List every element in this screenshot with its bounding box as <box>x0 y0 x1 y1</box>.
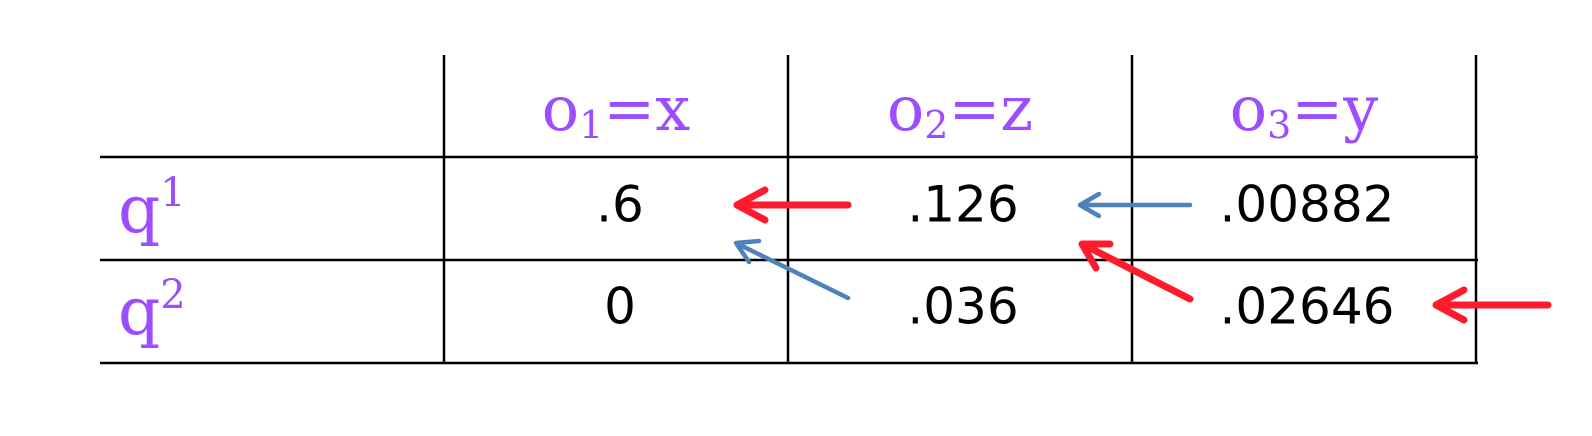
arrow-red-end-to-q2o3 <box>1432 286 1552 324</box>
column-header-base: o <box>887 72 924 145</box>
column-header-o2: o2=z <box>887 72 1033 146</box>
arrow-red-q1o2-to-q1o1 <box>733 186 852 224</box>
column-header-o3: o3=y <box>1230 72 1379 146</box>
column-headers: o1=x o2=z o3=y <box>542 72 1378 146</box>
column-header-base: o <box>1230 72 1267 145</box>
backpointer-arrows <box>733 186 1552 324</box>
cell-q2-o3: .02646 <box>1220 278 1395 336</box>
column-header-subscript: 3 <box>1267 103 1291 147</box>
arrow-blue-q2o2-to-q1o1 <box>733 238 851 301</box>
cell-q2-o1: 0 <box>604 278 636 336</box>
column-header-rest: =y <box>1291 72 1378 145</box>
row-label-q1: q1 <box>118 170 186 248</box>
row-label-superscript: 1 <box>160 170 185 216</box>
arrow-red-q2o3-to-q1o2 <box>1078 240 1194 303</box>
row-label-q2: q2 <box>118 272 186 350</box>
column-header-o1: o1=x <box>542 72 690 146</box>
column-header-rest: =z <box>948 72 1033 145</box>
column-header-subscript: 1 <box>579 103 603 147</box>
table-cells: .6 .126 .00882 0 .036 .02646 <box>596 176 1394 336</box>
cell-q1-o3: .00882 <box>1220 176 1395 234</box>
row-label-base: q <box>118 171 160 248</box>
column-header-base: o <box>542 72 579 145</box>
arrow-blue-q1o3-to-q1o2 <box>1077 191 1193 219</box>
cell-q1-o2: .126 <box>907 176 1018 234</box>
cell-q1-o1: .6 <box>596 176 644 234</box>
row-label-base: q <box>118 273 160 350</box>
row-label-superscript: 2 <box>160 272 185 318</box>
table-grid <box>100 55 1478 365</box>
column-header-subscript: 2 <box>924 103 948 147</box>
cell-q2-o2: .036 <box>907 278 1018 336</box>
column-header-rest: =x <box>603 72 690 145</box>
row-labels: q1 q2 <box>118 170 186 350</box>
